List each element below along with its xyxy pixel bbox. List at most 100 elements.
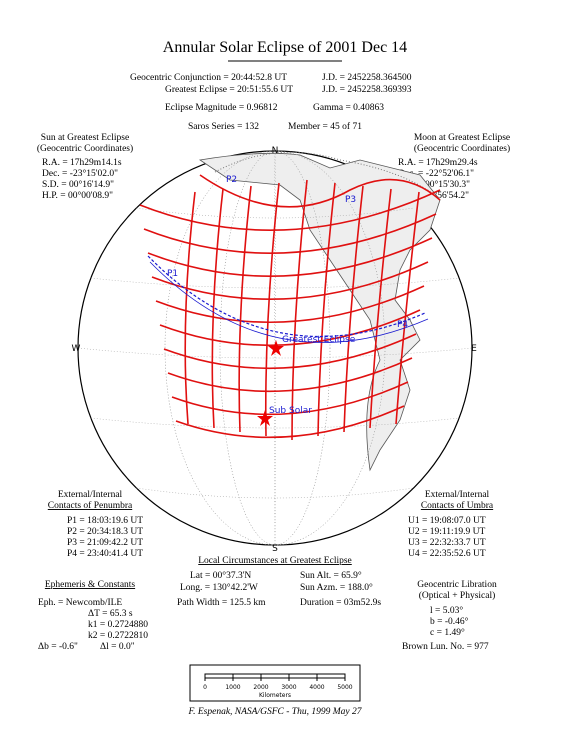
umbra-row: U4 = 22:35:52.6 UT (408, 549, 486, 559)
ephemeris-row: Δl = 0.0" (100, 642, 135, 652)
map-label: Greatest Eclipse (282, 335, 356, 345)
contact-curve (238, 185, 252, 433)
penumbra-row: P4 = 23:40:41.4 UT (67, 549, 143, 559)
moon-heading: Moon at Greatest Eclipse (414, 133, 510, 143)
header-text: Saros Series = 132 (188, 122, 259, 132)
meridian (164, 150, 386, 546)
moon-heading: (Geocentric Coordinates) (414, 143, 510, 154)
penumbra-row: P3 = 21:09:42.2 UT (67, 538, 143, 548)
sub-solar-marker (257, 410, 273, 426)
umbra-heading: Contacts of Umbra (421, 500, 494, 511)
header-text: Member = 45 of 71 (288, 121, 362, 132)
map-label: P4 (397, 320, 408, 330)
contact-curve (167, 357, 413, 393)
contact-curve (211, 188, 224, 429)
map-label: P1 (167, 269, 178, 279)
libration-row: b = -0.46° (430, 616, 469, 627)
contact-curve (159, 309, 421, 347)
penumbra-heading: Contacts of Penumbra (48, 500, 133, 511)
sun-row: R.A. = 17h29m14.1s (42, 158, 122, 168)
contact-curve (139, 189, 441, 231)
contact-curve (143, 213, 437, 254)
ephemeris-heading: Ephemeris & Constants (45, 580, 136, 590)
footer: F. Espenak, NASA/GSFC - Thu, 1999 May 27 (188, 707, 363, 717)
central-path-edge (149, 261, 429, 343)
umbra-row: U2 = 19:11:19.9 UT (408, 527, 486, 537)
scale-label: Kilometers (259, 692, 291, 699)
header-text: Eclipse Magnitude = 0.96812 (165, 103, 278, 113)
contact-curve (343, 185, 364, 433)
map-label: Sub Solar (269, 406, 312, 416)
ephemeris-row: Δb = -0.6" (38, 642, 78, 652)
title: Annular Solar Eclipse of 2001 Dec 14 (163, 39, 407, 56)
libration-row: Brown Lun. No. = 977 (402, 642, 489, 652)
scale-tick-label: 4000 (309, 684, 324, 691)
umbra-row: U3 = 22:32:33.7 UT (408, 538, 486, 548)
local-row: Long. = 130°42.2'W (180, 582, 258, 593)
central-path (147, 255, 426, 338)
contact-curve (184, 191, 196, 425)
meridian (219, 150, 331, 546)
scale-tick-label: 0 (203, 684, 207, 691)
penumbra-row: P1 = 18:03:19.6 UT (67, 516, 143, 526)
compass-label: W (72, 344, 81, 354)
compass-label: E (471, 344, 477, 354)
greatest-eclipse-marker (268, 340, 284, 356)
contact-curves (139, 174, 441, 441)
local-row: Lat = 00°37.3'N (190, 570, 251, 581)
local-row: Path Width = 125.5 km (177, 598, 266, 608)
compass-label: N (272, 146, 279, 156)
contact-curve (199, 174, 441, 208)
globe (77, 150, 473, 546)
local-row: Sun Azm. = 188.0° (300, 582, 373, 593)
map-label: P3 (345, 195, 356, 205)
sun-row: S.D. = 00°16'14.9" (42, 179, 114, 190)
scale-tick-label: 2000 (253, 684, 268, 691)
compass-label: S (272, 544, 278, 554)
contact-curve (163, 333, 417, 370)
contact-curve (155, 285, 425, 323)
moon-row: R.A. = 17h29m29.4s (398, 158, 478, 168)
scale-tick-label: 5000 (337, 684, 352, 691)
contact-curve (395, 191, 420, 425)
header-text: J.D. = 2452258.369393 (322, 85, 412, 95)
libration-heading: (Optical + Physical) (419, 590, 496, 601)
moon-row: S.D. = 00°15'30.3" (398, 179, 470, 190)
header-text: J.D. = 2452258.364500 (322, 73, 412, 83)
contact-curve (264, 182, 280, 437)
ephemeris-row: k1 = 0.2724880 (88, 620, 148, 630)
scale-box (189, 664, 361, 702)
scale-tick-label: 3000 (281, 684, 296, 691)
umbra-row: U1 = 19:08:07.0 UT (408, 516, 486, 526)
contact-curve (171, 381, 409, 416)
contact-curve (175, 405, 405, 439)
ephemeris-row: k2 = 0.2722810 (88, 631, 148, 641)
libration-row: l = 5.03° (430, 605, 463, 616)
libration-heading: Geocentric Libration (417, 580, 497, 590)
ephemeris-row: Eph. = Newcomb/ILE (38, 598, 122, 608)
contact-curve (147, 237, 433, 278)
libration-row: c = 1.49° (430, 627, 465, 638)
contact-curve (369, 188, 392, 429)
penumbra-heading: External/Internal (58, 490, 123, 500)
ephemeris-row: ΔT = 65.3 s (88, 609, 133, 619)
umbra-heading: External/Internal (425, 490, 490, 500)
header-text: Gamma = 0.40863 (313, 103, 384, 113)
sun-row: H.P. = 00°00'08.9" (42, 190, 113, 201)
local-heading: Local Circumstances at Greatest Eclipse (198, 556, 352, 566)
penumbra-row: P2 = 20:34:18.3 UT (67, 527, 143, 537)
sun-heading: Sun at Greatest Eclipse (41, 133, 129, 143)
moon-row: Dec. = -22°52'06.1" (398, 168, 474, 179)
scale-ticks: 0 1000 2000 3000 4000 5000 (203, 674, 353, 691)
contact-curve (291, 179, 308, 441)
scale-tick-label: 1000 (225, 684, 240, 691)
local-row: Sun Alt. = 65.9° (300, 570, 362, 581)
header-text: Greatest Eclipse = 20:51:55.6 UT (165, 85, 293, 95)
sun-heading: (Geocentric Coordinates) (37, 143, 133, 154)
contact-curve (317, 182, 336, 437)
map-label: P2 (226, 175, 237, 185)
sun-row: Dec. = -23°15'02.0" (42, 168, 118, 179)
scale-bar (204, 673, 346, 679)
